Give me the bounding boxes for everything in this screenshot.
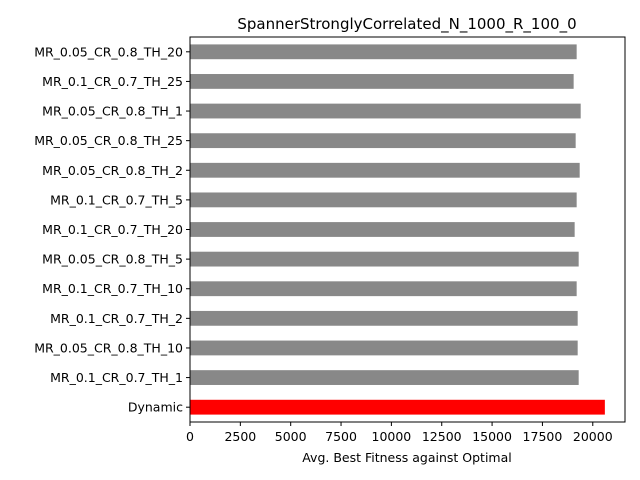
- bars-layer: [190, 44, 605, 415]
- x-tick-label-5: 12500: [422, 429, 462, 444]
- x-tick-label-3: 7500: [325, 429, 357, 444]
- bar-3: [190, 133, 576, 149]
- y-tick-label-5: MR_0.1_CR_0.7_TH_5: [50, 192, 183, 207]
- y-tick-label-3: MR_0.05_CR_0.8_TH_25: [34, 133, 183, 148]
- y-tick-label-1: MR_0.1_CR_0.7_TH_25: [42, 74, 183, 89]
- x-tick-label-6: 15000: [472, 429, 512, 444]
- bar-2: [190, 103, 581, 119]
- bar-10: [190, 340, 578, 356]
- y-tick-label-9: MR_0.1_CR_0.7_TH_2: [50, 311, 183, 326]
- bar-4: [190, 162, 580, 178]
- bar-9: [190, 310, 578, 326]
- bar-11: [190, 370, 579, 385]
- y-axis-ticks: MR_0.05_CR_0.8_TH_20 MR_0.1_CR_0.7_TH_25 M…: [34, 44, 190, 415]
- y-tick-label-2: MR_0.05_CR_0.8_TH_1: [42, 104, 183, 119]
- y-tick-label-10: MR_0.05_CR_0.8_TH_10: [34, 340, 183, 355]
- y-tick-label-7: MR_0.05_CR_0.8_TH_5: [42, 252, 183, 267]
- x-tick-label-4: 10000: [372, 429, 412, 444]
- x-axis-label: Avg. Best Fitness against Optimal: [302, 450, 512, 465]
- x-axis-ticks: 0 2500 5000 7500 10000 12500 15000 17500 20000: [186, 422, 613, 444]
- bar-5: [190, 192, 577, 208]
- y-tick-label-11: MR_0.1_CR_0.7_TH_1: [50, 370, 183, 385]
- plot-frame: [189, 36, 626, 423]
- y-tick-label-6: MR_0.1_CR_0.7_TH_20: [42, 222, 183, 237]
- bar-8: [190, 281, 577, 297]
- bar-12: [190, 399, 605, 415]
- y-tick-label-8: MR_0.1_CR_0.7_TH_10: [42, 281, 183, 296]
- bar-7: [190, 251, 579, 267]
- x-tick-label-8: 20000: [573, 429, 613, 444]
- y-tick-label-4: MR_0.05_CR_0.8_TH_2: [42, 163, 183, 178]
- bar-1: [190, 74, 574, 89]
- x-tick-label-1: 2500: [224, 429, 256, 444]
- x-tick-label-2: 5000: [275, 429, 307, 444]
- chart-title: SpannerStronglyCorrelated_N_1000_R_100_0: [237, 15, 576, 34]
- y-tick-label-0: MR_0.05_CR_0.8_TH_20: [34, 44, 183, 59]
- bar-6: [190, 222, 575, 237]
- y-tick-label-12: Dynamic: [128, 400, 183, 415]
- bar-0: [190, 44, 577, 60]
- x-tick-label-0: 0: [186, 429, 194, 444]
- x-tick-label-7: 17500: [523, 429, 563, 444]
